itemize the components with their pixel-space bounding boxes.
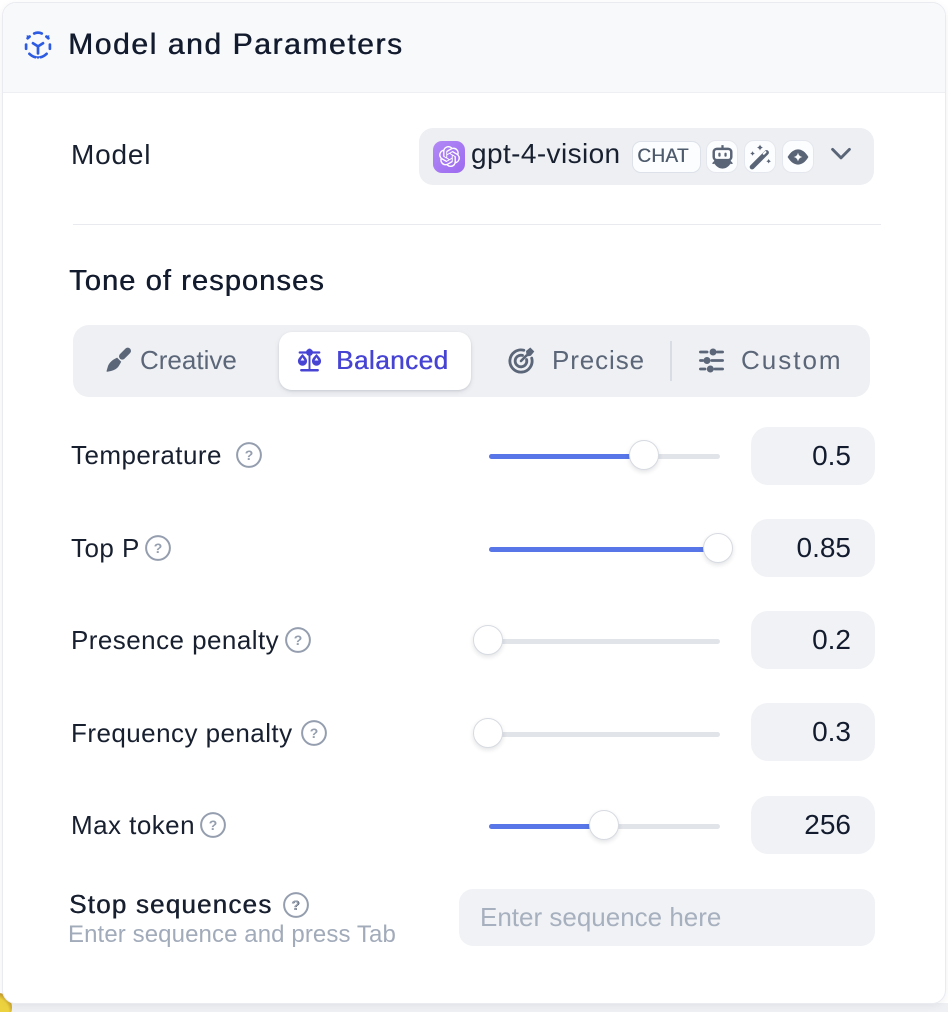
svg-text:?: ? — [309, 725, 318, 741]
svg-text:?: ? — [245, 447, 254, 463]
svg-text:?: ? — [291, 897, 301, 913]
svg-text:?: ? — [153, 540, 162, 556]
svg-text:?: ? — [294, 632, 303, 648]
svg-text:?: ? — [209, 817, 218, 833]
